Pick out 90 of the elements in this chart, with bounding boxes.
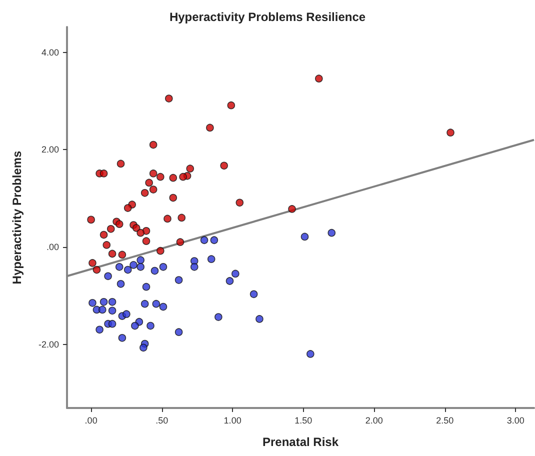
point bbox=[108, 320, 116, 328]
point bbox=[88, 299, 96, 307]
point bbox=[174, 328, 183, 336]
point bbox=[118, 250, 126, 259]
point bbox=[169, 174, 178, 182]
point bbox=[124, 266, 132, 274]
point bbox=[116, 160, 125, 168]
x-tick-label: .00 bbox=[84, 416, 98, 426]
point bbox=[159, 302, 168, 311]
point bbox=[140, 300, 149, 308]
point bbox=[130, 261, 138, 269]
point bbox=[108, 250, 116, 258]
point bbox=[156, 172, 164, 181]
point bbox=[169, 194, 178, 202]
point bbox=[146, 322, 154, 330]
point bbox=[116, 280, 125, 288]
point bbox=[149, 140, 158, 149]
y-tick-label: 4.00 bbox=[41, 47, 59, 58]
point bbox=[232, 270, 240, 278]
point bbox=[214, 313, 222, 321]
point bbox=[104, 272, 112, 280]
y-tick-label: -2.00 bbox=[38, 339, 59, 350]
point bbox=[200, 236, 208, 244]
point bbox=[140, 189, 149, 197]
y-axis-title: Hyperactivity Problems bbox=[10, 150, 24, 284]
point bbox=[100, 298, 108, 306]
point bbox=[96, 326, 104, 334]
point bbox=[165, 94, 173, 102]
point bbox=[288, 205, 296, 213]
point bbox=[145, 178, 153, 187]
point bbox=[115, 220, 124, 228]
point bbox=[446, 128, 454, 136]
point bbox=[118, 334, 126, 342]
point bbox=[131, 322, 139, 330]
point bbox=[174, 276, 183, 284]
point bbox=[122, 310, 130, 318]
point bbox=[328, 228, 336, 237]
point bbox=[306, 350, 314, 358]
point bbox=[136, 256, 144, 264]
x-tick-label: 2.00 bbox=[365, 416, 383, 426]
point bbox=[210, 236, 218, 244]
point bbox=[226, 277, 234, 285]
point bbox=[186, 164, 194, 172]
y-tick-label: .00 bbox=[46, 242, 59, 252]
point bbox=[164, 214, 172, 223]
x-tick-label: 1.50 bbox=[294, 416, 312, 426]
point bbox=[100, 230, 108, 239]
point bbox=[220, 162, 228, 170]
point bbox=[100, 170, 108, 178]
point bbox=[142, 237, 150, 245]
point bbox=[92, 266, 101, 274]
point bbox=[136, 262, 144, 271]
x-tick-label: 1.00 bbox=[224, 416, 242, 426]
chart-title: Hyperactivity Problems Resilience bbox=[169, 10, 366, 24]
point bbox=[159, 262, 168, 271]
point bbox=[140, 344, 148, 352]
point bbox=[142, 282, 150, 291]
point bbox=[108, 306, 116, 315]
point bbox=[152, 300, 160, 308]
point bbox=[149, 186, 158, 194]
point bbox=[88, 259, 96, 267]
point bbox=[256, 315, 264, 323]
point bbox=[176, 238, 184, 246]
y-tick-label: 2.00 bbox=[41, 144, 59, 155]
point bbox=[87, 216, 95, 224]
x-tick-label: .50 bbox=[156, 416, 168, 426]
point bbox=[98, 306, 106, 314]
point bbox=[206, 124, 214, 132]
point bbox=[300, 232, 309, 241]
point bbox=[236, 198, 244, 207]
x-tick-label: 2.50 bbox=[436, 416, 454, 426]
point bbox=[179, 172, 187, 181]
point bbox=[102, 241, 111, 249]
point bbox=[124, 204, 132, 212]
x-tick-label: 3.00 bbox=[506, 416, 524, 426]
point bbox=[150, 266, 159, 275]
x-axis-title: Prenatal Risk bbox=[262, 435, 339, 449]
point bbox=[149, 170, 158, 178]
point bbox=[106, 225, 115, 233]
point bbox=[132, 224, 140, 232]
point bbox=[115, 262, 124, 271]
point bbox=[178, 214, 186, 222]
point bbox=[227, 101, 236, 110]
point bbox=[108, 298, 116, 306]
point bbox=[250, 290, 258, 298]
point bbox=[190, 262, 198, 271]
point bbox=[315, 74, 323, 82]
point bbox=[156, 246, 164, 255]
point bbox=[136, 228, 144, 237]
point bbox=[207, 255, 216, 263]
